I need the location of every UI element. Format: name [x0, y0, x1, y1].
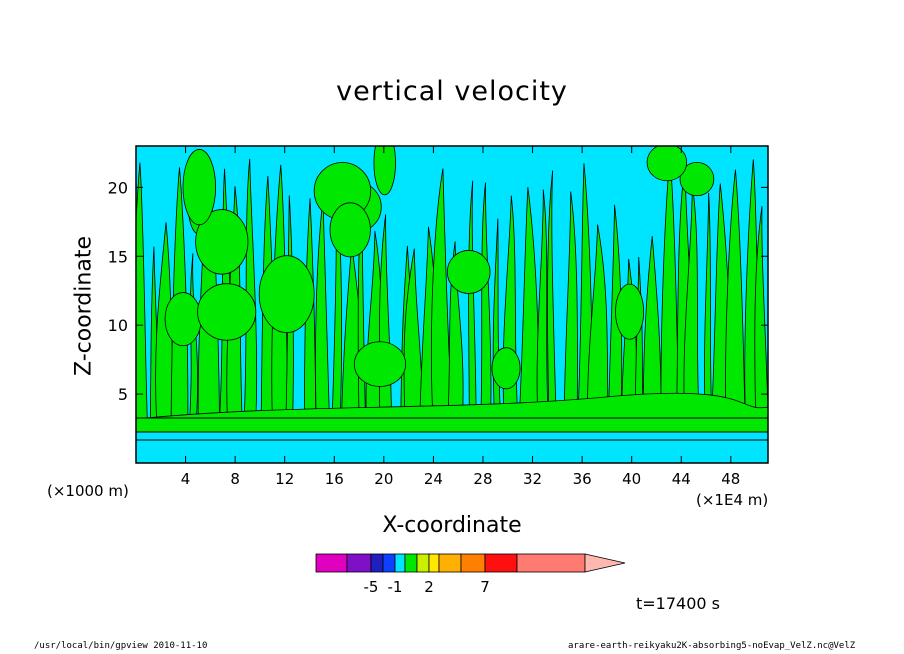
x-tick-label: 44: [672, 470, 691, 488]
chart-title: vertical velocity: [336, 76, 568, 107]
velocity-plume: [754, 206, 768, 424]
velocity-cell: [646, 146, 688, 182]
colorbar-swatch: [516, 553, 586, 573]
colorbar-swatch: [315, 553, 348, 573]
colorbar-swatch: [484, 553, 518, 573]
velocity-plume: [642, 236, 662, 424]
near-surface-negative-band: [136, 431, 768, 441]
velocity-plume: [536, 189, 549, 424]
x-tick-label: 8: [230, 470, 240, 488]
velocity-plume: [586, 224, 609, 424]
colorbar-swatch: [394, 553, 406, 573]
x-axis-unit-left: (×1000 m): [47, 482, 129, 500]
velocity-plume: [704, 192, 713, 424]
velocity-plume: [725, 169, 746, 424]
x-tick-label: 48: [721, 470, 740, 488]
y-tick-label: 10: [108, 316, 128, 335]
y-tick-label: 20: [108, 178, 128, 197]
y-axis-label: Z-coordinate: [71, 236, 97, 376]
colorbar-swatch: [370, 553, 384, 573]
positive-velocity-plumes: [136, 146, 768, 424]
velocity-cell: [353, 341, 407, 387]
velocity-cell: [164, 292, 202, 347]
colorbar-swatch: [346, 553, 372, 573]
x-tick-label: 12: [275, 470, 294, 488]
velocity-cell: [446, 250, 491, 294]
x-axis-unit-right: (×1E4 m): [696, 491, 769, 509]
x-tick-label: 24: [424, 470, 443, 488]
colorbar-swatch: [438, 553, 462, 573]
velocity-cell: [197, 283, 257, 341]
footer-file-variable: arare-earth-reikyaku2K-absorbing5-noEvap…: [568, 641, 856, 651]
colorbar-swatch: [460, 553, 486, 573]
x-tick-label: 28: [473, 470, 492, 488]
colorbar: -5 -1 2 7: [315, 553, 626, 596]
x-tick-label: 20: [374, 470, 393, 488]
colorbar-label: -5: [364, 578, 379, 596]
x-tick-label: 40: [622, 470, 641, 488]
velocity-plume: [607, 204, 623, 424]
y-axis-ticks: 5 10 15 20: [108, 178, 768, 404]
plot-frame: [135, 145, 769, 464]
colorbar-swatch: [428, 553, 440, 573]
x-tick-label: 36: [573, 470, 592, 488]
time-label: t=17400 s: [636, 594, 720, 613]
velocity-cell: [258, 255, 315, 333]
low-level-positive-band: [136, 417, 768, 433]
colorbar-swatch: [382, 553, 396, 573]
velocity-cell: [182, 149, 217, 226]
colorbar-label: -1: [388, 578, 403, 596]
x-tick-label: 16: [325, 470, 344, 488]
velocity-plume: [447, 241, 464, 424]
velocity-plume: [480, 182, 492, 424]
velocity-plume: [243, 158, 258, 424]
velocity-cell: [679, 161, 715, 197]
y-tick-label: 5: [118, 385, 128, 404]
colorbar-extension-arrow: [584, 553, 626, 573]
velocity-plume: [547, 170, 557, 424]
velocity-cell: [491, 347, 521, 390]
plot-area: [136, 146, 768, 463]
x-axis-ticks: 4 8 12 16 20 24 28 32 36 40 44 48: [181, 146, 740, 488]
colorbar-label: 2: [424, 578, 434, 596]
footer-command-path: /usr/local/bin/gpview 2010-11-10: [34, 641, 208, 651]
colorbar-swatch: [404, 553, 418, 573]
velocity-plume: [136, 162, 148, 424]
velocity-plume: [563, 191, 578, 424]
velocity-plume: [468, 180, 477, 424]
velocity-cell: [195, 209, 249, 275]
colorbar-swatch: [416, 553, 430, 573]
velocity-cell: [615, 283, 645, 340]
x-axis-label: X-coordinate: [382, 513, 522, 538]
lower-layer-positive-region: [136, 392, 768, 424]
velocity-cell: [329, 202, 371, 258]
x-tick-label: 32: [523, 470, 542, 488]
velocity-cell: [373, 146, 396, 196]
y-tick-label: 15: [108, 247, 128, 266]
colorbar-label: 7: [480, 578, 490, 596]
x-tick-label: 4: [181, 470, 191, 488]
